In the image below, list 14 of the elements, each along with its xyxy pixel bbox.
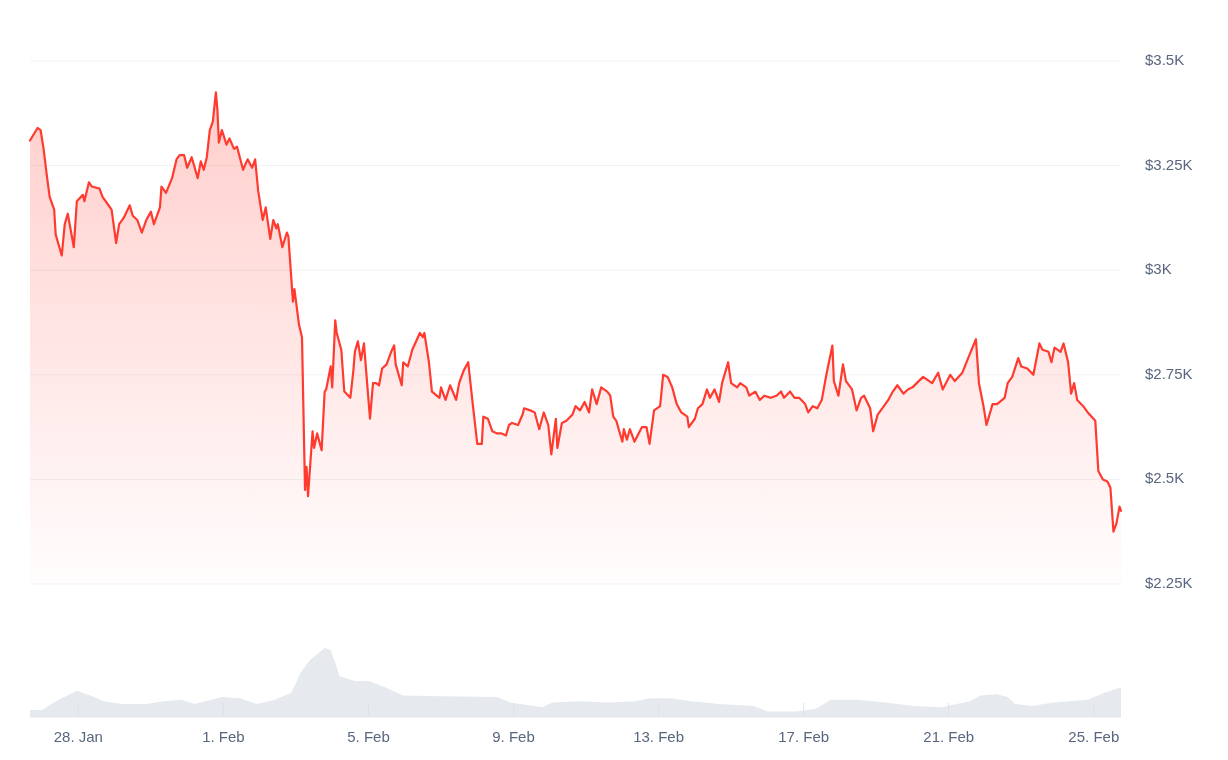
x-tick-label: 13. Feb: [633, 728, 685, 745]
x-tick-label: 21. Feb: [923, 728, 975, 745]
x-tick-label: 28. Jan: [53, 728, 103, 745]
y-tick-label: $2.25K: [1145, 573, 1193, 591]
x-tick-label: 25. Feb: [1068, 728, 1120, 745]
y-tick-label: $2.5K: [1145, 469, 1185, 487]
y-tick-label: $3.5K: [1145, 50, 1185, 68]
y-tick-label: $2.75K: [1145, 364, 1193, 382]
x-tick-label: 9. Feb: [492, 728, 535, 745]
x-tick-label: 17. Feb: [778, 728, 830, 745]
x-tick-label: 5. Feb: [347, 728, 390, 745]
y-tick-label: $3.25K: [1145, 155, 1193, 173]
y-tick-label: $3K: [1145, 260, 1172, 278]
x-tick-label: 1. Feb: [202, 728, 245, 745]
